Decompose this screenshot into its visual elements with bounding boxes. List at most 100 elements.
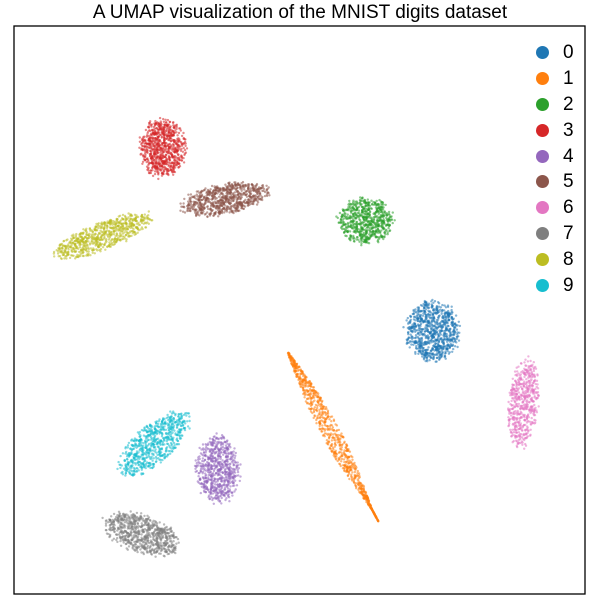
data-point <box>525 378 528 381</box>
data-point <box>391 221 394 225</box>
data-point <box>442 329 446 333</box>
data-point <box>376 235 379 239</box>
data-point <box>219 485 223 488</box>
data-point <box>532 361 535 364</box>
data-point <box>356 474 359 477</box>
data-point <box>226 446 230 449</box>
data-point <box>197 475 200 478</box>
data-point <box>366 198 369 201</box>
data-point <box>151 169 154 172</box>
data-point <box>436 342 439 345</box>
data-point <box>340 443 344 447</box>
data-point <box>313 399 316 402</box>
data-point <box>198 457 201 461</box>
data-point <box>419 340 422 344</box>
data-point <box>420 333 424 336</box>
data-point <box>231 494 234 497</box>
data-point <box>226 494 230 497</box>
data-point <box>211 475 214 478</box>
data-point <box>144 140 147 143</box>
data-point <box>153 148 156 151</box>
data-point <box>240 196 243 199</box>
data-point <box>437 314 441 318</box>
data-point <box>354 482 357 485</box>
data-point <box>154 122 157 125</box>
data-point <box>455 335 458 339</box>
data-point <box>441 351 444 354</box>
data-point <box>211 457 215 460</box>
data-point <box>430 303 433 306</box>
data-point <box>387 223 390 226</box>
data-point <box>371 202 374 206</box>
data-point <box>424 304 428 308</box>
data-point <box>417 347 420 350</box>
data-point <box>218 477 221 481</box>
data-point <box>446 305 450 309</box>
data-point <box>173 161 177 164</box>
data-point <box>362 494 366 497</box>
data-point <box>364 241 367 244</box>
data-point <box>529 428 532 431</box>
data-point <box>174 140 178 143</box>
data-point <box>363 198 366 202</box>
data-point <box>352 230 355 233</box>
data-point <box>454 314 458 317</box>
data-point <box>358 230 361 233</box>
data-point <box>447 338 450 342</box>
data-point <box>406 316 409 320</box>
data-point <box>330 449 334 453</box>
data-point <box>349 464 353 468</box>
data-point <box>216 484 220 488</box>
data-point <box>332 428 336 432</box>
data-point <box>436 322 439 325</box>
data-point <box>171 168 175 171</box>
data-point <box>437 305 441 308</box>
data-point <box>239 187 242 191</box>
data-point <box>199 201 202 204</box>
data-point <box>206 488 210 491</box>
data-point <box>221 459 224 462</box>
data-point <box>202 460 205 463</box>
data-point <box>420 309 424 313</box>
data-point <box>323 435 326 438</box>
data-point <box>220 192 223 195</box>
data-point <box>194 201 197 204</box>
data-point <box>318 411 321 414</box>
data-point <box>152 133 156 136</box>
data-point <box>159 156 162 160</box>
data-point <box>358 198 362 202</box>
data-point <box>231 184 235 188</box>
data-point <box>431 298 434 302</box>
data-point <box>324 406 328 409</box>
data-point <box>238 479 241 483</box>
data-point <box>182 142 186 145</box>
data-point <box>167 163 170 166</box>
data-point <box>149 147 153 150</box>
data-point <box>440 327 444 330</box>
data-point <box>365 217 368 221</box>
data-point <box>154 137 157 140</box>
data-point <box>153 163 156 167</box>
data-point <box>453 323 456 326</box>
series-2 <box>335 196 396 247</box>
data-point <box>416 335 419 339</box>
data-point <box>288 354 291 357</box>
data-point <box>219 451 222 454</box>
data-point <box>200 485 203 488</box>
data-point <box>380 223 384 226</box>
data-point <box>444 357 447 360</box>
data-point <box>317 401 320 404</box>
data-point <box>234 479 237 482</box>
data-point <box>148 139 152 142</box>
data-point <box>207 461 210 465</box>
data-point <box>236 468 239 472</box>
data-point <box>217 461 220 465</box>
data-point <box>202 203 206 206</box>
data-point <box>450 334 453 337</box>
data-point <box>427 309 430 312</box>
data-point <box>219 464 222 467</box>
data-point <box>352 209 355 212</box>
data-point <box>414 350 417 354</box>
data-point <box>295 373 298 376</box>
data-point <box>156 132 159 135</box>
